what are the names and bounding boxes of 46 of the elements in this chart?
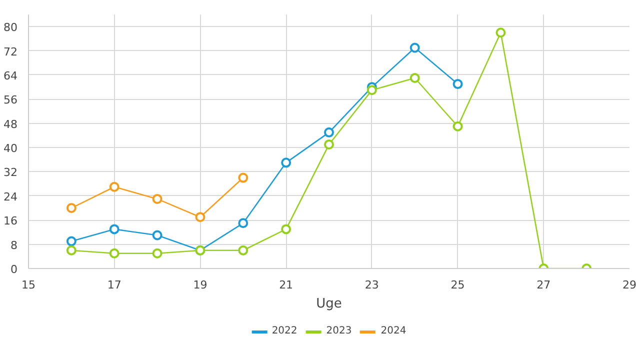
y-tick-label: 0 [10,263,18,276]
y-tick-label: 48 [4,118,18,131]
point [238,218,248,228]
point [109,224,120,234]
y-tick-label: 72 [4,45,18,58]
point [109,248,120,258]
y-tick-label: 64 [4,69,18,82]
point [195,212,206,222]
x-tick-label: 27 [536,278,551,292]
point [152,194,162,204]
x-tick-label: 29 [622,278,636,292]
point [152,248,162,258]
y-tick-label: 56 [4,94,18,107]
x-axis-title: Uge [316,296,342,312]
point [452,121,463,132]
y-tick-label: 8 [10,238,18,252]
point [324,127,334,138]
x-tick-label: 25 [450,278,465,292]
point [109,182,120,192]
point [66,245,76,256]
point [366,85,377,96]
point [281,224,292,234]
y-tick-label: 32 [4,166,18,180]
point [410,73,420,83]
x-tick-label: 19 [193,278,208,292]
point [238,245,248,256]
legend-label: 2022 [272,326,298,336]
point [452,79,463,90]
legend-label: 2023 [326,326,352,336]
point [496,28,506,38]
y-tick-label: 40 [4,142,18,156]
point [66,236,76,246]
x-tick-label: 23 [364,278,379,292]
y-tick-label: 24 [4,190,18,204]
y-tick-label: 80 [4,21,18,34]
legend-label: 2024 [380,326,406,336]
x-tick-label: 21 [279,278,294,292]
y-tick-label: 16 [4,214,18,228]
point [152,230,162,240]
point [66,203,76,214]
point [281,158,292,168]
x-tick-label: 17 [107,278,122,292]
point [238,172,248,183]
point [324,140,334,150]
x-tick-label: 15 [22,278,36,292]
point [410,42,420,53]
